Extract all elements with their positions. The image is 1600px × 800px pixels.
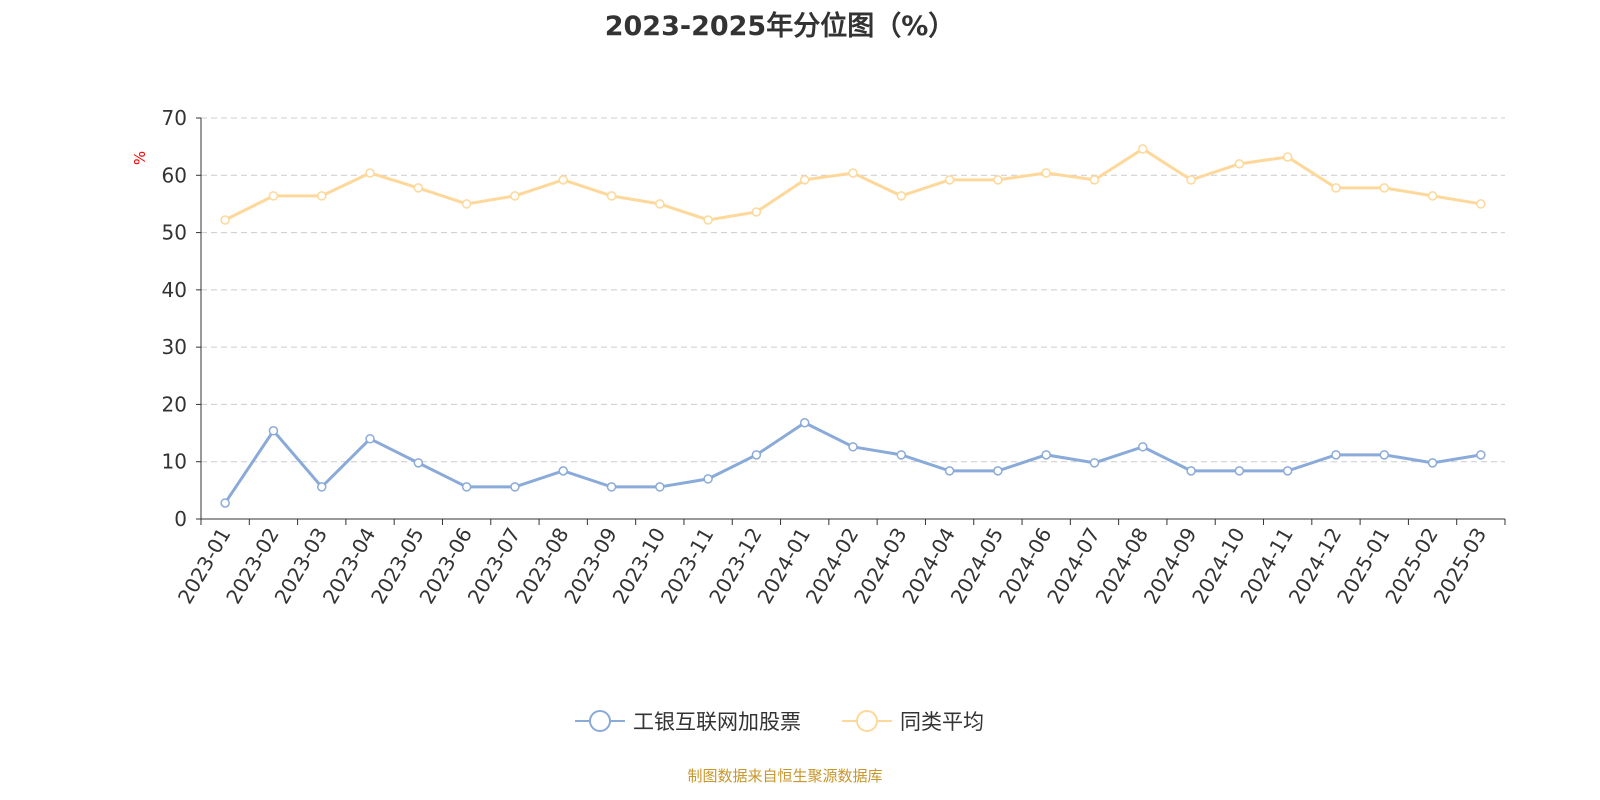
data-point: [365, 168, 375, 178]
chart-title: 2023-2025年分位图（%）: [604, 11, 956, 42]
data-point: [703, 215, 713, 225]
data-point: [751, 450, 762, 460]
y-tick-label: 40: [162, 278, 187, 302]
data-point: [1476, 450, 1486, 460]
legend-label: 同类平均: [900, 710, 984, 734]
data-point: [365, 434, 375, 444]
y-tick-label: 20: [162, 392, 187, 416]
data-point: [993, 175, 1003, 185]
data-point: [461, 199, 472, 209]
y-axis-label: %: [131, 151, 149, 165]
data-point: [1138, 144, 1148, 154]
data-point: [1379, 183, 1390, 193]
data-point: [1041, 450, 1051, 460]
data-point: [896, 191, 907, 201]
data-point: [268, 426, 279, 436]
y-tick-label: 60: [162, 163, 187, 187]
data-point: [1138, 442, 1148, 452]
data-point: [1331, 450, 1341, 460]
data-point: [1379, 450, 1390, 460]
data-point: [606, 191, 617, 201]
data-point: [1186, 175, 1196, 185]
data-point: [1089, 458, 1100, 468]
data-point: [751, 207, 762, 217]
source-note: 制图数据来自恒生聚源数据库: [687, 767, 883, 785]
data-point: [316, 482, 327, 492]
data-point: [655, 199, 665, 209]
data-point: [1282, 466, 1293, 476]
data-point: [1234, 466, 1245, 476]
data-point: [1041, 168, 1051, 178]
data-point: [944, 175, 955, 185]
legend-marker: [589, 710, 611, 732]
data-point: [558, 175, 568, 185]
data-point: [1331, 183, 1341, 193]
data-point: [558, 466, 568, 476]
series-line: [224, 147, 1482, 222]
data-point: [1234, 159, 1245, 169]
data-point: [220, 498, 230, 508]
data-point: [896, 450, 907, 460]
data-point: [799, 175, 810, 185]
data-point: [1089, 175, 1100, 185]
data-point: [655, 482, 665, 492]
data-point: [268, 191, 279, 201]
data-point: [1427, 191, 1438, 201]
data-point: [944, 466, 955, 476]
data-point: [1186, 466, 1196, 476]
data-point: [1282, 152, 1293, 162]
y-tick-label: 30: [162, 335, 187, 359]
legend-label: 工银互联网加股票: [633, 710, 801, 734]
data-point: [848, 442, 858, 452]
y-tick-label: 50: [162, 221, 187, 245]
data-point: [848, 168, 858, 178]
y-tick-label: 10: [162, 450, 187, 474]
y-tick-label: 70: [162, 106, 187, 130]
data-point: [799, 418, 810, 428]
y-tick-label: 0: [174, 507, 187, 531]
data-point: [703, 474, 713, 484]
data-point: [993, 466, 1003, 476]
legend-marker: [856, 710, 878, 732]
data-point: [606, 482, 617, 492]
data-point: [1476, 199, 1486, 209]
data-point: [413, 183, 424, 193]
data-point: [510, 482, 520, 492]
data-point: [510, 191, 520, 201]
data-point: [413, 458, 424, 468]
data-point: [461, 482, 472, 492]
data-point: [316, 191, 327, 201]
data-point: [220, 215, 230, 225]
series-line: [223, 421, 1482, 504]
data-point: [1427, 458, 1438, 468]
